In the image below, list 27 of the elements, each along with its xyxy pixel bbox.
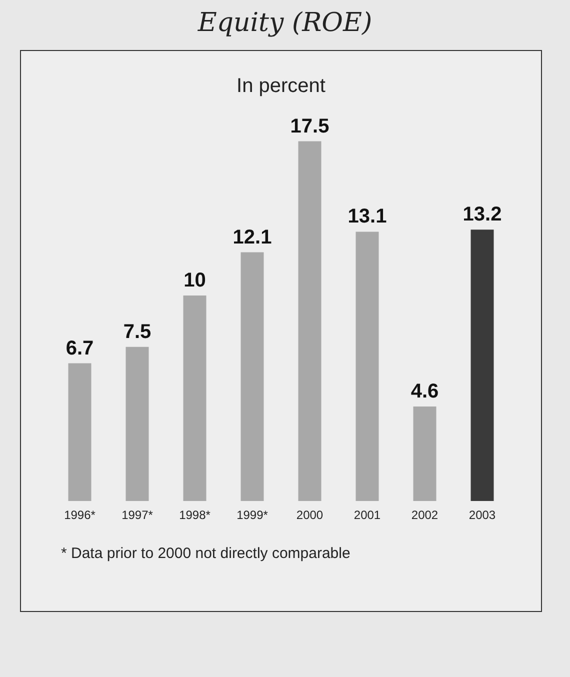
data-label: 12.1 bbox=[232, 226, 272, 248]
data-label: 17.5 bbox=[290, 115, 330, 138]
bar bbox=[413, 406, 436, 501]
bar bbox=[240, 252, 264, 501]
bar bbox=[68, 363, 92, 501]
x-tick-label: 2003 bbox=[468, 508, 496, 522]
text: * Data prior to 2000 not directly comparable bbox=[61, 545, 350, 562]
data-label: 13.1 bbox=[348, 206, 387, 228]
chart-subtitle: In percent bbox=[236, 75, 326, 97]
data-label: 10 bbox=[184, 269, 206, 292]
bar bbox=[183, 295, 206, 501]
data-label: 4.6 bbox=[410, 380, 439, 402]
x-tick-label: 1999* bbox=[236, 508, 268, 522]
x-tick-label: 1996* bbox=[64, 508, 96, 522]
chart-title: Equity (ROE) bbox=[196, 8, 374, 38]
x-tick-label: 2000 bbox=[296, 508, 324, 522]
data-label: 13.2 bbox=[462, 204, 502, 226]
data-label: 6.7 bbox=[66, 337, 94, 360]
bar bbox=[470, 230, 494, 501]
data-label: 7.5 bbox=[123, 320, 152, 343]
x-tick-label: 2002 bbox=[411, 508, 438, 522]
bar bbox=[356, 232, 379, 501]
x-tick-label: 1998* bbox=[179, 508, 211, 522]
x-tick-label: 1997* bbox=[122, 508, 154, 522]
bar bbox=[126, 346, 149, 501]
x-tick-label: 2001 bbox=[354, 508, 381, 522]
bar bbox=[298, 141, 322, 501]
